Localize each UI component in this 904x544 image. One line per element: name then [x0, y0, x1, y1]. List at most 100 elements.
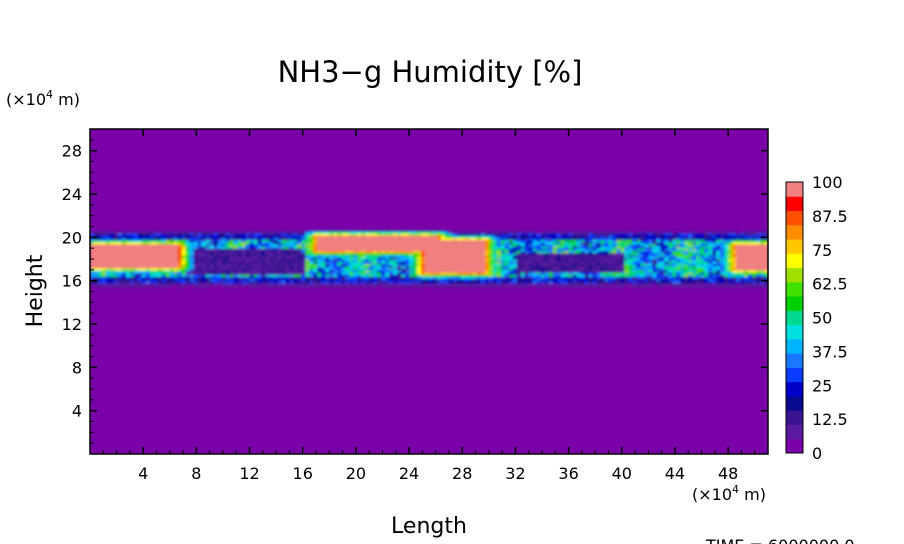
heatmap-cell — [421, 285, 426, 288]
heatmap-cell — [345, 269, 350, 273]
heatmap-cell — [309, 239, 314, 243]
heatmap-cell — [748, 252, 753, 256]
heatmap-cell — [149, 261, 155, 264]
heatmap-cell — [756, 269, 761, 273]
heatmap-cell — [456, 241, 462, 245]
heatmap-cell — [520, 261, 526, 264]
heatmap-cell — [448, 235, 454, 238]
heatmap-cell — [301, 265, 306, 269]
heatmap-cell — [293, 246, 298, 249]
heatmap-cell — [281, 250, 287, 254]
heatmap-cell — [125, 252, 131, 256]
heatmap-cell — [309, 274, 314, 277]
heatmap-cell — [560, 265, 566, 269]
heatmap-cell — [425, 237, 430, 241]
heatmap-cell — [496, 250, 502, 254]
heatmap-cell — [672, 233, 677, 236]
heatmap-cell — [748, 250, 753, 254]
heatmap-cell — [181, 285, 187, 288]
heatmap-cell — [165, 250, 171, 254]
heatmap-cell — [405, 280, 410, 284]
heatmap-cell — [325, 269, 330, 273]
heatmap-cell — [221, 246, 227, 249]
heatmap-cell — [381, 269, 386, 273]
heatmap-cell — [381, 248, 386, 251]
heatmap-cell — [185, 233, 191, 236]
heatmap-cell — [468, 235, 474, 238]
heatmap-cell — [297, 235, 302, 238]
heatmap-cell — [273, 278, 279, 282]
heatmap-cell — [576, 285, 582, 288]
heatmap-cell — [345, 276, 350, 280]
heatmap-cell — [101, 274, 107, 277]
heatmap-cell — [636, 276, 641, 280]
heatmap-cell — [341, 259, 346, 262]
heatmap-cell — [516, 246, 522, 249]
heatmap-cell — [572, 261, 578, 264]
heatmap-cell — [265, 230, 271, 234]
heatmap-cell — [584, 280, 590, 284]
heatmap-cell — [405, 259, 410, 262]
heatmap-cell — [584, 243, 590, 247]
heatmap-cell — [101, 237, 107, 241]
heatmap-cell — [173, 269, 179, 273]
heatmap-cell — [492, 233, 498, 236]
heatmap-cell — [389, 233, 394, 236]
heatmap-background — [90, 129, 768, 454]
heatmap-cell — [333, 250, 338, 254]
heatmap-cell — [580, 282, 586, 286]
heatmap-cell — [708, 230, 713, 234]
heatmap-cell — [289, 276, 294, 280]
heatmap-cell — [389, 282, 394, 286]
heatmap-cell — [425, 250, 430, 254]
heatmap-cell — [672, 248, 677, 251]
heatmap-cell — [700, 282, 705, 286]
heatmap-cell — [576, 269, 582, 273]
heatmap-cell — [592, 239, 598, 243]
heatmap-cell — [197, 278, 203, 282]
heatmap-cell — [696, 274, 701, 277]
heatmap-cell — [548, 252, 554, 256]
heatmap-cell — [289, 278, 294, 282]
heatmap-cell — [281, 239, 287, 243]
heatmap-cell — [504, 263, 510, 267]
heatmap-cell — [468, 276, 474, 280]
heatmap-cell — [417, 282, 422, 286]
heatmap-cell — [620, 280, 626, 284]
heatmap-cell — [373, 235, 378, 238]
heatmap-cell — [253, 235, 259, 238]
heatmap-cell — [277, 282, 283, 286]
heatmap-cell — [277, 285, 283, 288]
heatmap-cell — [572, 250, 578, 254]
heatmap-cell — [744, 265, 749, 269]
heatmap-cell — [472, 272, 478, 275]
heatmap-cell — [564, 267, 570, 271]
heatmap-cell — [624, 233, 630, 236]
heatmap-cell — [572, 256, 578, 260]
heatmap-cell — [708, 259, 713, 262]
heatmap-cell — [281, 269, 287, 273]
heatmap-cell — [676, 267, 681, 271]
heatmap-cell — [476, 256, 482, 260]
heatmap-cell — [273, 241, 279, 245]
heatmap-cell — [568, 239, 574, 243]
heatmap-cell — [321, 282, 326, 286]
heatmap-cell — [448, 274, 454, 277]
heatmap-cell — [500, 269, 506, 273]
heatmap-cell — [185, 254, 191, 258]
heatmap-cell — [696, 263, 701, 267]
heatmap-cell — [732, 239, 737, 243]
heatmap-cell — [448, 285, 454, 288]
heatmap-cell — [217, 243, 223, 247]
heatmap-cell — [444, 285, 450, 288]
heatmap-cell — [716, 252, 721, 256]
heatmap-cell — [405, 256, 410, 260]
heatmap-cell — [640, 280, 645, 284]
heatmap-cell — [532, 263, 538, 267]
heatmap-cell — [540, 256, 546, 260]
heatmap-cell — [333, 252, 338, 256]
heatmap-cell — [277, 274, 283, 277]
heatmap-cell — [728, 254, 733, 258]
heatmap-cell — [293, 256, 298, 260]
